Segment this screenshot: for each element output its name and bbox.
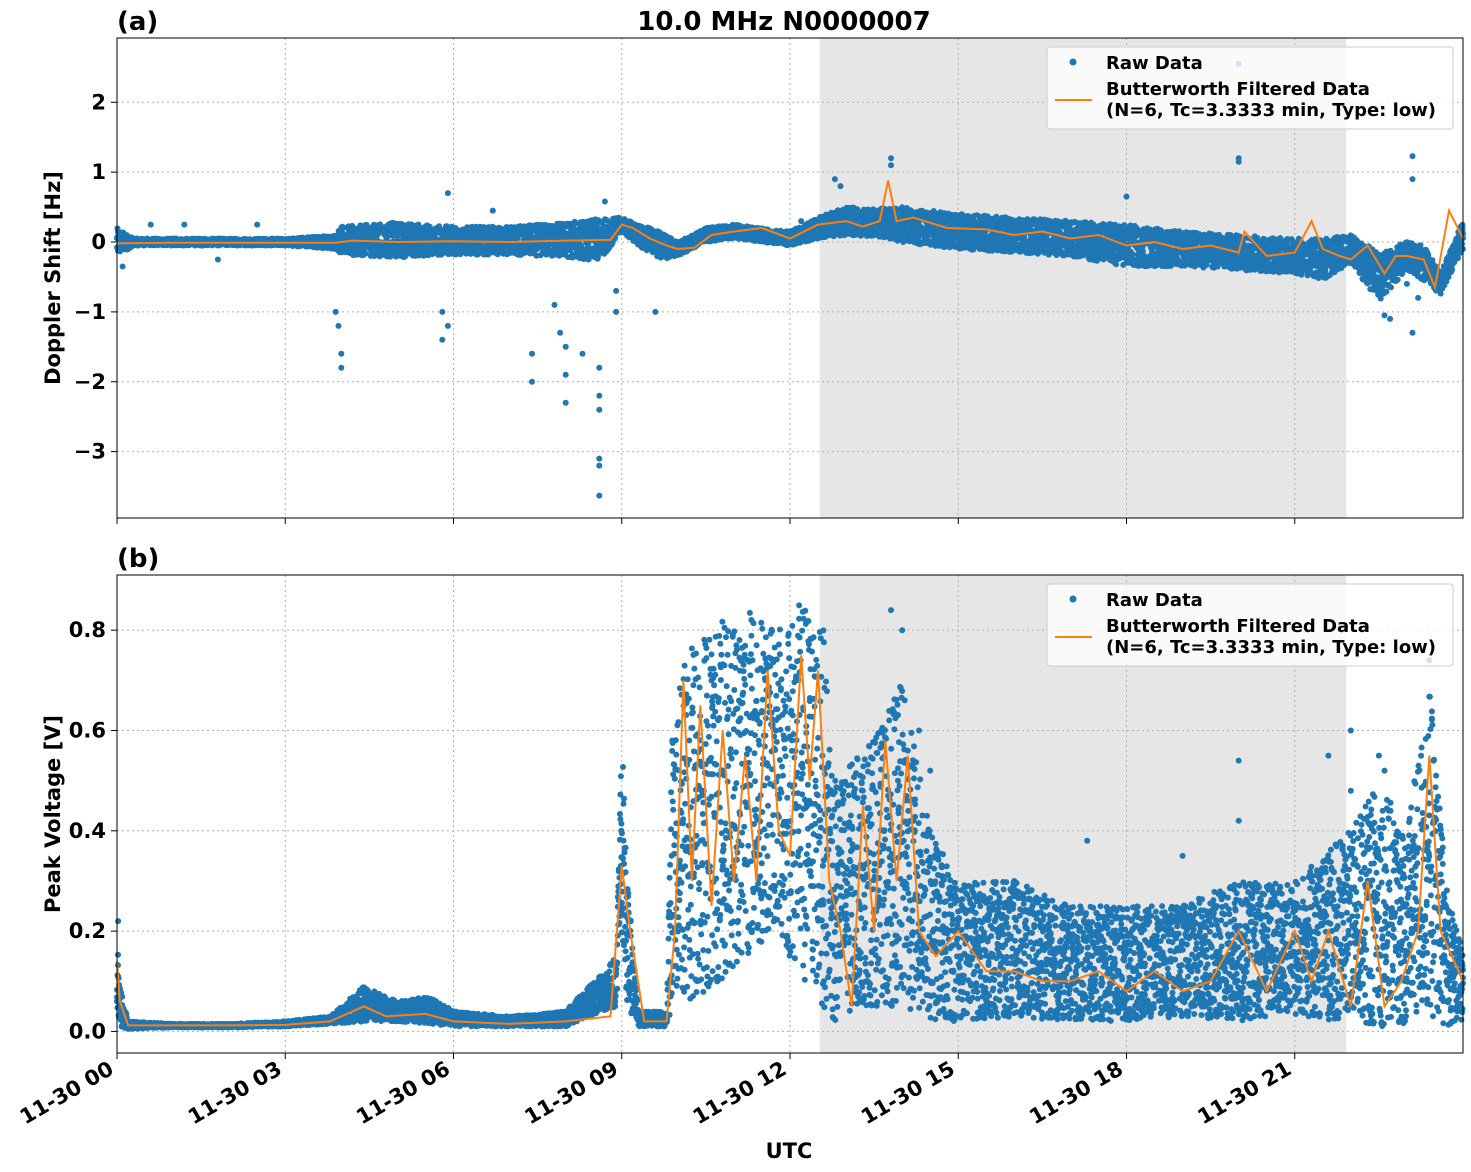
figure-title: 10.0 MHz N0000007: [637, 7, 930, 37]
raw-data-point: [600, 223, 607, 230]
panel-a-label: (a): [117, 7, 158, 37]
raw-data-point: [362, 250, 369, 257]
